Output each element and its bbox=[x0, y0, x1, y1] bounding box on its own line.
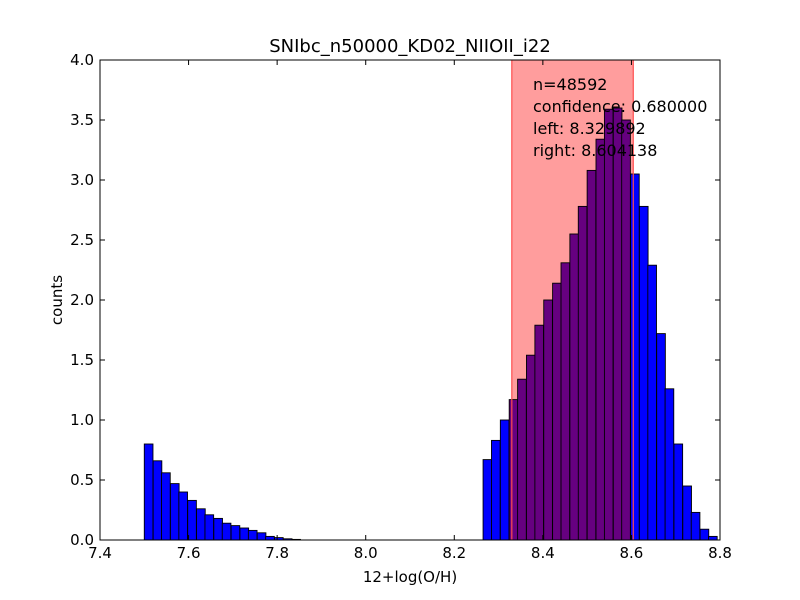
y-tick-label-0: 0.0 bbox=[70, 531, 94, 549]
histogram-bar-43 bbox=[700, 529, 709, 540]
histogram-bar-35 bbox=[631, 174, 640, 540]
histogram-bar-37 bbox=[648, 265, 657, 540]
histogram-bar-0 bbox=[144, 444, 153, 540]
y-tick-label-8: 4.0 bbox=[70, 51, 94, 69]
histogram-bar-18 bbox=[483, 460, 492, 540]
annotation-left: left: 8.329892 bbox=[533, 119, 646, 138]
histogram-bar-41 bbox=[683, 486, 692, 540]
histogram-bar-38 bbox=[657, 334, 666, 540]
histogram-bar-27 bbox=[561, 263, 570, 540]
histogram-bar-2 bbox=[162, 473, 171, 540]
histogram-bar-5 bbox=[188, 500, 197, 540]
histogram-bar-23 bbox=[526, 355, 535, 540]
histogram-bar-11 bbox=[240, 528, 249, 540]
histogram-bar-32 bbox=[604, 109, 613, 540]
histogram-bar-4 bbox=[179, 492, 188, 540]
histogram-bar-8 bbox=[214, 518, 223, 540]
histogram-bar-6 bbox=[197, 509, 206, 540]
histogram-bar-12 bbox=[248, 530, 257, 540]
x-tick-label-7: 8.8 bbox=[708, 544, 732, 562]
y-tick-label-3: 1.5 bbox=[70, 351, 94, 369]
histogram-bar-19 bbox=[491, 440, 500, 540]
x-tick-label-6: 8.6 bbox=[619, 544, 643, 562]
histogram-bar-31 bbox=[596, 139, 605, 540]
histogram-bar-29 bbox=[578, 206, 587, 540]
histogram-bar-24 bbox=[535, 325, 544, 540]
histogram-bar-10 bbox=[231, 526, 240, 540]
annotation-confidence: confidence: 0.680000 bbox=[533, 97, 707, 116]
x-tick-label-2: 7.8 bbox=[265, 544, 289, 562]
y-tick-label-2: 1.0 bbox=[70, 411, 94, 429]
histogram-bar-7 bbox=[205, 515, 214, 540]
histogram-bar-33 bbox=[613, 108, 622, 540]
y-axis-label: counts bbox=[48, 275, 66, 325]
histogram-bar-44 bbox=[708, 536, 717, 540]
x-tick-label-3: 8.0 bbox=[354, 544, 378, 562]
histogram-bar-25 bbox=[544, 300, 553, 540]
histogram-bar-1 bbox=[153, 461, 162, 540]
histogram-bar-40 bbox=[674, 444, 683, 540]
histogram-bar-34 bbox=[622, 120, 631, 540]
x-tick-label-5: 8.4 bbox=[531, 544, 555, 562]
histogram-bar-3 bbox=[170, 484, 179, 540]
histogram-bar-21 bbox=[509, 400, 518, 540]
y-tick-label-6: 3.0 bbox=[70, 171, 94, 189]
histogram-bar-9 bbox=[222, 523, 231, 540]
histogram-bar-39 bbox=[665, 389, 674, 540]
chart-title: SNIbc_n50000_KD02_NIIOII_i22 bbox=[269, 36, 551, 57]
x-axis-label: 12+log(O/H) bbox=[363, 568, 457, 586]
histogram-bar-28 bbox=[570, 234, 579, 540]
annotation-right: right: 8.604138 bbox=[533, 141, 657, 160]
annotation-n: n=48592 bbox=[533, 75, 607, 94]
histogram-bar-30 bbox=[587, 170, 596, 540]
histogram-bar-36 bbox=[639, 206, 648, 540]
histogram-bar-26 bbox=[553, 283, 562, 540]
histogram-bar-14 bbox=[266, 536, 275, 540]
x-tick-label-4: 8.2 bbox=[442, 544, 466, 562]
y-tick-label-7: 3.5 bbox=[70, 111, 94, 129]
histogram-bar-22 bbox=[518, 379, 527, 540]
x-tick-label-1: 7.6 bbox=[177, 544, 201, 562]
histogram-bar-42 bbox=[691, 512, 700, 540]
histogram-bar-20 bbox=[500, 420, 509, 540]
y-tick-label-5: 2.5 bbox=[70, 231, 94, 249]
histogram-bar-13 bbox=[257, 533, 266, 540]
y-tick-label-1: 0.5 bbox=[70, 471, 94, 489]
y-tick-label-4: 2.0 bbox=[70, 291, 94, 309]
